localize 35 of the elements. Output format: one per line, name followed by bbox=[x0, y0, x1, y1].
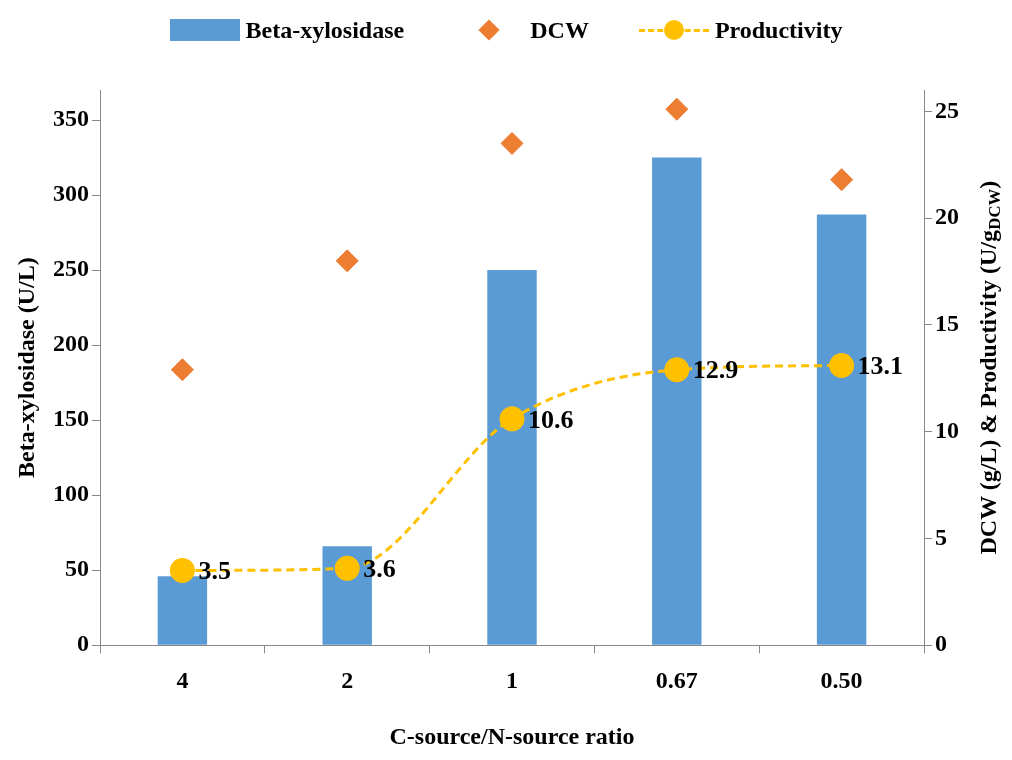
x-tick-label: 0.67 bbox=[655, 666, 698, 693]
point bbox=[829, 352, 855, 378]
x-tick-label: 4 bbox=[176, 666, 189, 693]
y-tick-label: 50 bbox=[65, 555, 89, 582]
y-tick-label: 150 bbox=[53, 405, 89, 432]
y2-tick-label: 10 bbox=[935, 416, 959, 443]
point bbox=[500, 131, 524, 155]
y-tick-label: 250 bbox=[53, 255, 89, 282]
y2-tick-label: 20 bbox=[935, 203, 959, 230]
y-tick-label: 200 bbox=[53, 330, 89, 357]
point bbox=[334, 555, 360, 581]
y2-tick-label: 5 bbox=[935, 523, 947, 550]
point bbox=[335, 249, 359, 273]
legend-label: DCW bbox=[530, 16, 589, 44]
y2-axis-title: DCW (g/L) & Productivity (U/gDCW) bbox=[975, 180, 1005, 555]
point bbox=[499, 406, 525, 432]
point bbox=[665, 97, 689, 121]
x-tick-label: 1 bbox=[506, 666, 518, 693]
point bbox=[830, 168, 854, 192]
point bbox=[170, 358, 194, 382]
y-tick-label: 100 bbox=[53, 480, 89, 507]
y-axis-title: Beta-xylosidase (U/L) bbox=[13, 257, 40, 478]
x-axis-title: C-source/N-source ratio bbox=[389, 723, 635, 750]
legend-label: Productivity bbox=[714, 16, 843, 44]
x-tick-label: 2 bbox=[341, 666, 354, 693]
y2-tick-label: 25 bbox=[935, 96, 959, 123]
point bbox=[664, 357, 690, 383]
x-tick-label: 0.50 bbox=[820, 666, 863, 693]
point bbox=[169, 557, 195, 583]
y2-tick-label: 0 bbox=[935, 630, 947, 657]
y2-tick-label: 15 bbox=[935, 310, 959, 337]
legend-label: Beta-xylosidase bbox=[245, 16, 405, 44]
y-tick-label: 350 bbox=[53, 105, 89, 132]
y-tick-label: 0 bbox=[77, 630, 89, 657]
y-tick-label: 300 bbox=[53, 180, 89, 207]
